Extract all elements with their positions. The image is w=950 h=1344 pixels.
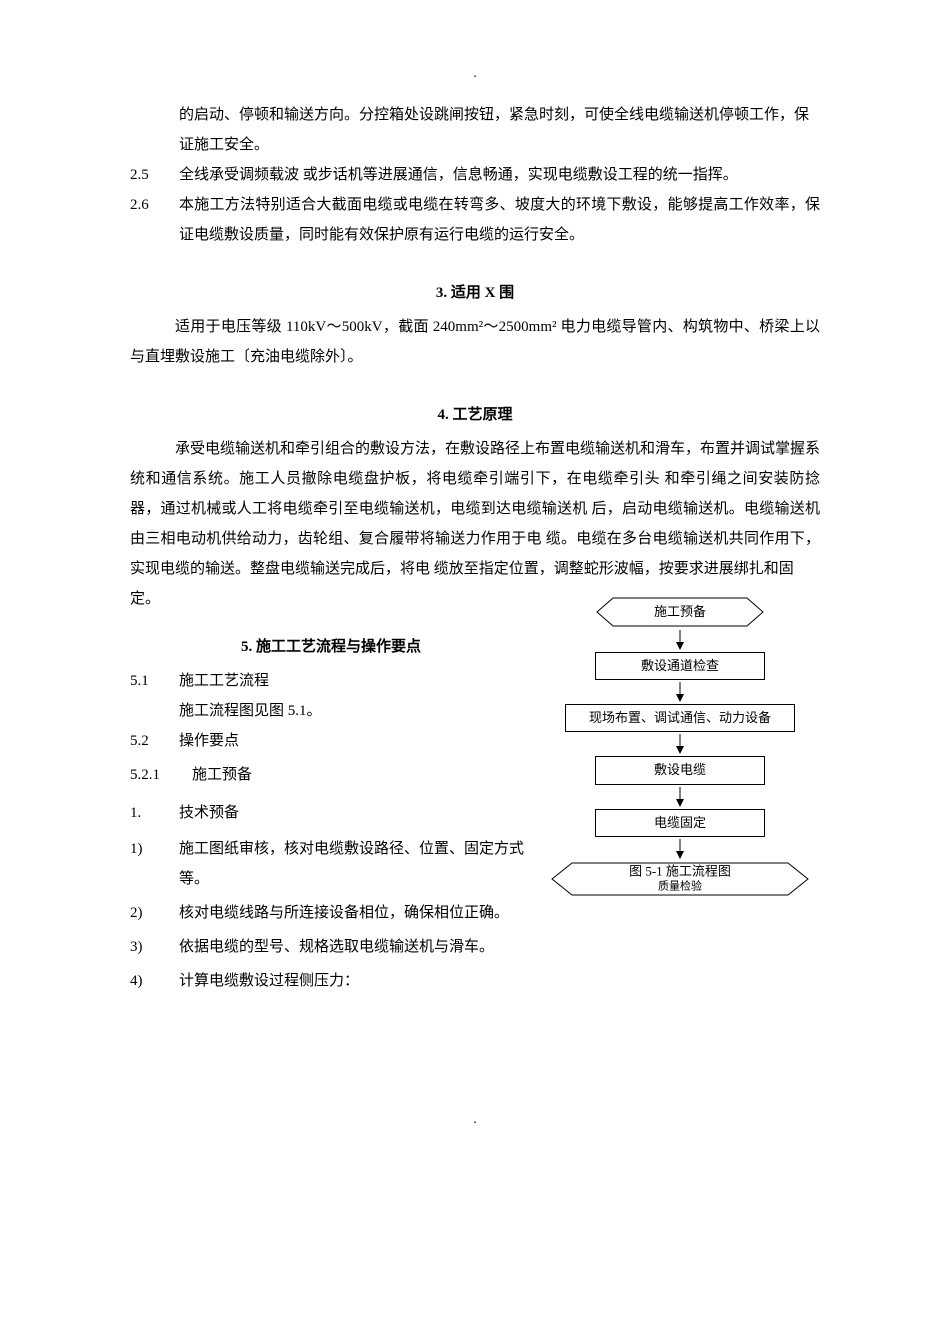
- two-column-area: 定。 5. 施工工艺流程与操作要点 5.1 施工工艺流程 施工流程图见图 5.1…: [130, 584, 820, 996]
- left-column: 定。 5. 施工工艺流程与操作要点 5.1 施工工艺流程 施工流程图见图 5.1…: [130, 584, 532, 996]
- section-4-title: 4. 工艺原理: [130, 400, 820, 430]
- arrow-down-icon: [674, 682, 686, 702]
- item-number: 2.6: [130, 190, 179, 250]
- point-1: 1) 施工图纸审核，核对电缆敷设路径、位置、固定方式等。: [130, 834, 532, 894]
- item-5-1: 5.1 施工工艺流程: [130, 666, 532, 696]
- arrow-down-icon: [674, 630, 686, 650]
- continuation-paragraph: 的启动、停顿和输送方向。分控箱处设跳闸按钮，紧急时刻，可使全线电缆输送机停顿工作…: [179, 100, 820, 160]
- item-text: 技术预备: [179, 798, 532, 828]
- item-text: 全线承受调频载波 或步话机等进展通信，信息畅通，实现电缆敷设工程的统一指挥。: [179, 160, 820, 190]
- flow-text: 施工预备: [654, 603, 706, 621]
- item-5-1-body: 施工流程图见图 5.1。: [179, 696, 532, 726]
- flow-box-4: 敷设电缆: [595, 756, 765, 784]
- flow-arrow: [540, 630, 820, 650]
- item-text: 本施工方法特别适合大截面电缆或电缆在转弯多、坡度大的环境下敷设，能够提高工作效率…: [179, 190, 820, 250]
- item-number: 3): [130, 932, 179, 962]
- item-2-5: 2.5 全线承受调频载波 或步话机等进展通信，信息畅通，实现电缆敷设工程的统一指…: [130, 160, 820, 190]
- flow-start-hex: 施工预备: [595, 596, 765, 628]
- point-2: 2) 核对电缆线路与所连接设备相位，确保相位正确。: [130, 898, 532, 928]
- item-5-2-1: 5.2.1 施工预备: [130, 760, 532, 790]
- point-3: 3) 依据电缆的型号、规格选取电缆输送机与滑车。: [130, 932, 532, 962]
- item-text: 施工预备: [192, 760, 532, 790]
- arrow-down-icon: [674, 787, 686, 807]
- section-4-body-end: 定。: [130, 584, 532, 614]
- item-text: 依据电缆的型号、规格选取电缆输送机与滑车。: [179, 932, 532, 962]
- item-number: 2): [130, 898, 179, 928]
- item-text: 计算电缆敷设过程侧压力：: [179, 966, 532, 996]
- flow-arrow: [540, 839, 820, 859]
- flow-text: 图 5-1 施工流程图 质量检验: [629, 864, 731, 893]
- flowchart: 施工预备 敷设通道检查 现场布置、调试通信、动力设备: [540, 596, 820, 897]
- flow-box-3: 现场布置、调试通信、动力设备: [565, 704, 795, 732]
- arrow-down-icon: [674, 734, 686, 754]
- list-item-1: 1. 技术预备: [130, 798, 532, 828]
- item-number: 5.2.1: [130, 760, 192, 790]
- item-text: 施工图纸审核，核对电缆敷设路径、位置、固定方式等。: [179, 834, 532, 894]
- arrow-down-icon: [674, 839, 686, 859]
- item-number: 5.1: [130, 666, 179, 696]
- section-3-body: 适用于电压等级 110kV～500kV，截面 240mm²～2500mm² 电力…: [130, 312, 820, 372]
- page-marker-bottom: .: [473, 1106, 477, 1134]
- section-5-title: 5. 施工工艺流程与操作要点: [130, 632, 532, 662]
- flow-arrow: [540, 734, 820, 754]
- flowchart-column: 施工预备 敷设通道检查 现场布置、调试通信、动力设备: [540, 584, 820, 996]
- document-body: 的启动、停顿和输送方向。分控箱处设跳闸按钮，紧急时刻，可使全线电缆输送机停顿工作…: [130, 100, 820, 996]
- section-4-body: 承受电缆输送机和牵引组合的敷设方法，在敷设路径上布置电缆输送机和滑车，布置并调试…: [130, 434, 820, 584]
- item-number: 1): [130, 834, 179, 894]
- item-number: 2.5: [130, 160, 179, 190]
- caption-line2: 质量检验: [658, 881, 702, 893]
- item-number: 1.: [130, 798, 179, 828]
- item-number: 5.2: [130, 726, 179, 756]
- flow-box-2: 敷设通道检查: [595, 652, 765, 680]
- flow-arrow: [540, 787, 820, 807]
- item-text: 施工工艺流程: [179, 666, 532, 696]
- flow-box-5: 电缆固定: [595, 809, 765, 837]
- point-4: 4) 计算电缆敷设过程侧压力：: [130, 966, 532, 996]
- item-text: 核对电缆线路与所连接设备相位，确保相位正确。: [179, 898, 532, 928]
- flow-arrow: [540, 682, 820, 702]
- item-text: 操作要点: [179, 726, 532, 756]
- item-number: 4): [130, 966, 179, 996]
- item-5-2: 5.2 操作要点: [130, 726, 532, 756]
- item-2-6: 2.6 本施工方法特别适合大截面电缆或电缆在转弯多、坡度大的环境下敷设，能够提高…: [130, 190, 820, 250]
- page-marker-top: .: [473, 60, 477, 88]
- section-3-title: 3. 适用 X 围: [130, 278, 820, 308]
- flow-end-hex: 图 5-1 施工流程图 质量检验: [550, 861, 810, 897]
- caption-line1: 图 5-1 施工流程图: [629, 863, 731, 878]
